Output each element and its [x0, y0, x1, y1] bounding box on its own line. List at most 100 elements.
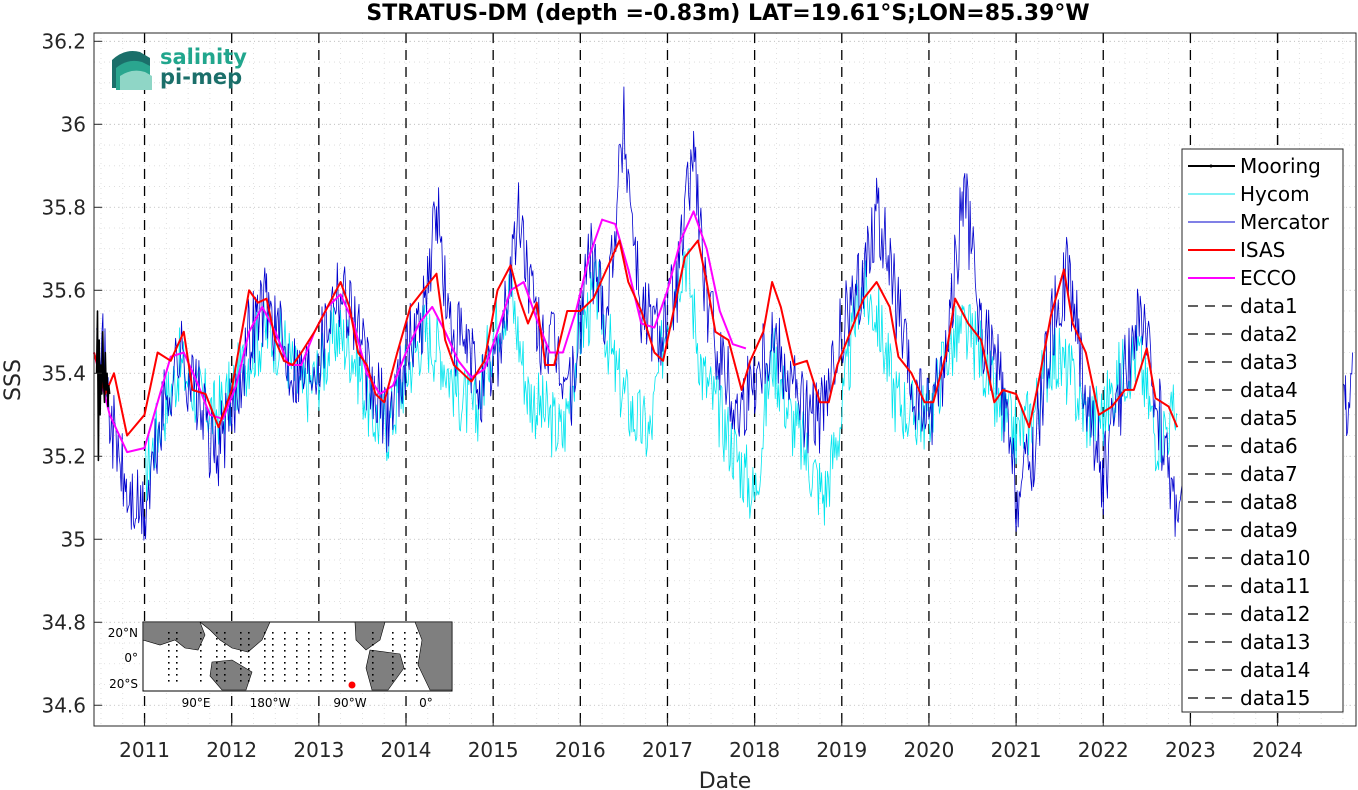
inset-map-dot	[240, 680, 242, 682]
inset-map-dot	[416, 650, 418, 652]
inset-map-dot	[392, 632, 394, 634]
inset-map-dot	[168, 680, 170, 682]
salinity-pi-mep-logo: salinity pi-mep	[112, 45, 247, 90]
inset-map-dot	[200, 680, 202, 682]
inset-map-dot	[176, 632, 178, 634]
inset-map-dot	[176, 650, 178, 652]
inset-map-dot	[404, 656, 406, 658]
inset-map-dot	[320, 668, 322, 670]
inset-map-dot	[240, 650, 242, 652]
inset-map-dot	[248, 662, 250, 664]
inset-map-dot	[264, 638, 266, 640]
inset-map-dot	[224, 668, 226, 670]
inset-map-dot	[344, 662, 346, 664]
inset-map-dot	[332, 644, 334, 646]
inset-map-dot	[264, 632, 266, 634]
inset-map-dot	[392, 668, 394, 670]
inset-map-dot	[240, 668, 242, 670]
inset-map-dot	[344, 650, 346, 652]
inset-map-dot	[248, 632, 250, 634]
inset-map-dot	[248, 638, 250, 640]
logo-waves-icon	[112, 51, 152, 90]
legend-label-data5: data5	[1240, 406, 1298, 430]
x-tick-label: 2011	[119, 738, 170, 762]
inset-map-dot	[392, 680, 394, 682]
map-lon-tick-90e: 90°E	[182, 696, 211, 710]
legend-label-data2: data2	[1240, 322, 1298, 346]
inset-map-land	[142, 621, 453, 691]
inset-map-dot	[284, 644, 286, 646]
inset-map-dot	[264, 680, 266, 682]
inset-map-dot	[308, 680, 310, 682]
inset-map-dot	[272, 662, 274, 664]
inset-map-dot	[176, 662, 178, 664]
inset-map-dot	[224, 638, 226, 640]
inset-map-dot	[392, 656, 394, 658]
series-line-mooring	[95, 310, 111, 462]
y-tick-label: 36.2	[41, 29, 86, 53]
inset-map-dot	[248, 674, 250, 676]
inset-map-dot	[264, 662, 266, 664]
inset-map-dot	[296, 632, 298, 634]
inset-map-dot	[404, 662, 406, 664]
inset-map-dot	[216, 638, 218, 640]
inset-map-dot	[344, 638, 346, 640]
inset-map-dot	[372, 644, 374, 646]
grid-layer	[94, 33, 1356, 727]
inset-map-dot	[200, 656, 202, 658]
inset-map-dot	[272, 674, 274, 676]
inset-map-dot	[248, 668, 250, 670]
inset-map-dot	[344, 668, 346, 670]
inset-map-dot	[176, 668, 178, 670]
inset-map-dot	[240, 674, 242, 676]
inset-map-dot	[308, 632, 310, 634]
inset-map-dot	[344, 674, 346, 676]
inset-map-dot	[176, 644, 178, 646]
logo-line1: salinity	[160, 45, 247, 69]
legend-label-ecco: ECCO	[1240, 266, 1296, 290]
inset-map-dot	[344, 644, 346, 646]
inset-map-dot	[284, 632, 286, 634]
legend-label-mercator: Mercator	[1240, 210, 1330, 234]
inset-map-dot	[284, 668, 286, 670]
inset-map-dot	[200, 644, 202, 646]
inset-map-dot	[372, 662, 374, 664]
inset-map-dot	[332, 662, 334, 664]
inset-map-dot	[392, 638, 394, 640]
inset-map-dot	[416, 644, 418, 646]
y-tick-label: 36	[61, 112, 86, 136]
inset-map-dot	[332, 674, 334, 676]
map-lat-tick-20n: 20°N	[108, 626, 138, 640]
inset-map-dot	[284, 656, 286, 658]
y-tick-label: 34.6	[41, 693, 86, 717]
inset-map-dot	[168, 668, 170, 670]
map-lat-tick-0: 0°	[124, 651, 138, 665]
inset-map-dot	[168, 644, 170, 646]
x-tick-label: 2015	[468, 738, 519, 762]
inset-map-dot	[320, 644, 322, 646]
inset-map-dot	[224, 656, 226, 658]
inset-map-dot	[416, 674, 418, 676]
legend-label-isas: ISAS	[1240, 238, 1285, 262]
inset-map-dot	[240, 656, 242, 658]
series-line-isas	[93, 239, 1179, 437]
inset-map-dot	[168, 656, 170, 658]
inset-map-dot	[200, 632, 202, 634]
inset-map-dot	[264, 668, 266, 670]
inset-map-dot	[404, 680, 406, 682]
inset-map-dot	[392, 650, 394, 652]
inset-map-dot	[416, 680, 418, 682]
inset-map-dot	[248, 644, 250, 646]
legend-label-data1: data1	[1240, 294, 1298, 318]
inset-map-dot	[372, 656, 374, 658]
y-tick-label: 35	[61, 527, 86, 551]
inset-map-dot	[272, 680, 274, 682]
inset-map-dot	[320, 662, 322, 664]
logo-line2: pi-mep	[160, 65, 242, 89]
inset-map-dot	[224, 632, 226, 634]
series-layer	[93, 86, 1353, 541]
x-tick-label: 2021	[991, 738, 1042, 762]
inset-map-dot	[308, 650, 310, 652]
inset-map-dot	[176, 674, 178, 676]
inset-map-dot	[320, 674, 322, 676]
